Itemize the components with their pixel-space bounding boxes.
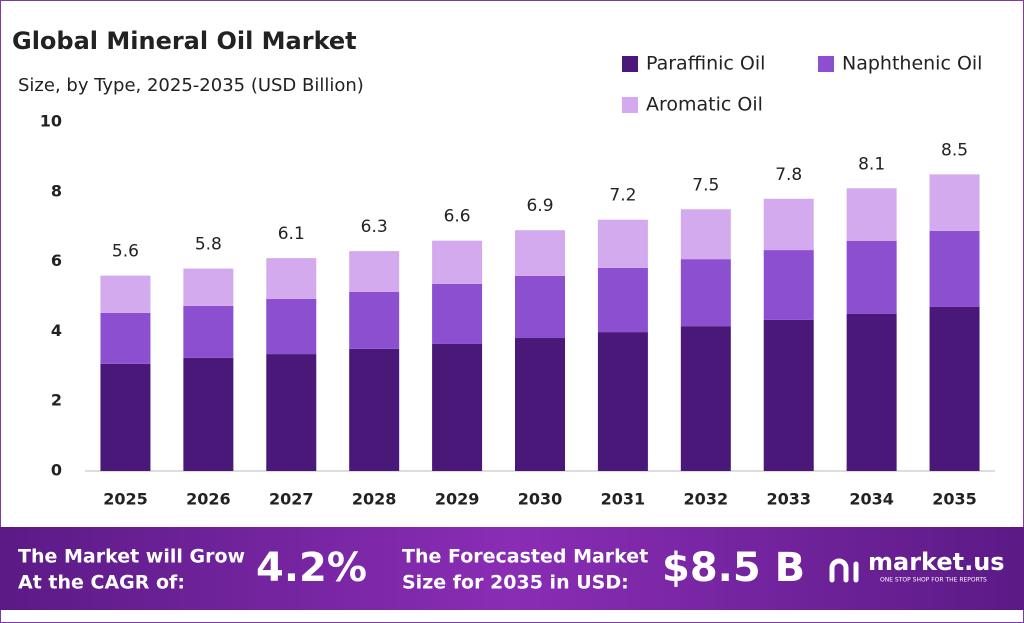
bar-segment xyxy=(183,268,234,306)
total-label: 7.5 xyxy=(692,175,719,195)
bar-segment xyxy=(515,338,565,471)
bar-segment xyxy=(349,291,400,349)
bar-segment xyxy=(266,258,317,299)
bar-segment xyxy=(349,251,400,292)
x-tick-label: 2027 xyxy=(269,490,314,509)
y-tick-label: 8 xyxy=(51,181,62,200)
bar-segment xyxy=(515,275,565,339)
chart-title: Global Mineral Oil Market xyxy=(12,27,357,55)
bar-segment xyxy=(183,357,234,471)
bar-segment xyxy=(597,219,648,268)
x-tick-label: 2025 xyxy=(103,490,148,509)
bar-segment xyxy=(100,312,151,364)
bar-segment xyxy=(846,188,897,242)
bar-segment xyxy=(100,363,151,471)
legend-label: Paraffinic Oil xyxy=(646,53,765,75)
bar-segment xyxy=(929,230,980,307)
brand-tagline: ONE STOP SHOP FOR THE REPORTS xyxy=(880,577,987,584)
total-label: 8.1 xyxy=(858,154,885,174)
legend-label: Aromatic Oil xyxy=(646,94,763,116)
cagr-text: The Market will Grow xyxy=(18,546,245,568)
bar-segment xyxy=(597,267,648,333)
x-tick-label: 2032 xyxy=(684,490,729,509)
forecast-text: Size for 2035 in USD: xyxy=(402,572,629,594)
total-label: 7.2 xyxy=(609,186,636,206)
bar-segment xyxy=(432,240,483,284)
total-label: 7.8 xyxy=(775,165,802,185)
y-tick-label: 6 xyxy=(51,251,62,270)
bar-segment xyxy=(266,354,317,471)
bar-segment xyxy=(432,283,483,344)
cagr-value: 4.2% xyxy=(256,545,367,591)
x-tick-label: 2035 xyxy=(932,490,977,509)
bar-segment xyxy=(846,313,897,471)
total-label: 6.3 xyxy=(361,217,388,237)
total-label: 8.5 xyxy=(941,140,968,160)
x-tick-label: 2034 xyxy=(849,490,894,509)
forecast-text: The Forecasted Market xyxy=(402,546,648,568)
brand: market.us xyxy=(868,548,1005,576)
bar-segment xyxy=(597,332,648,471)
bar-segment xyxy=(680,259,731,327)
bar-segment xyxy=(515,230,565,276)
total-label: 6.6 xyxy=(444,207,471,227)
chart-subtitle: Size, by Type, 2025-2035 (USD Billion) xyxy=(18,75,364,96)
x-tick-label: 2029 xyxy=(435,490,480,509)
x-tick-label: 2026 xyxy=(186,490,231,509)
y-tick-label: 2 xyxy=(51,391,62,410)
legend-swatch xyxy=(818,56,834,72)
bar-segment xyxy=(929,306,980,471)
bar-segment xyxy=(432,343,483,471)
cagr-text: At the CAGR of: xyxy=(18,572,185,594)
bar-segment xyxy=(846,241,897,314)
total-label: 5.8 xyxy=(195,235,222,255)
y-tick-label: 10 xyxy=(40,112,62,131)
x-tick-label: 2031 xyxy=(601,490,646,509)
total-label: 6.1 xyxy=(278,224,305,244)
x-tick-label: 2033 xyxy=(766,490,811,509)
total-label: 6.9 xyxy=(526,196,553,216)
legend-swatch xyxy=(622,97,638,113)
forecast-value: $8.5 B xyxy=(662,545,805,591)
x-tick-label: 2028 xyxy=(352,490,397,509)
bar-segment xyxy=(763,198,814,251)
brand-logo xyxy=(829,558,859,583)
legend-swatch xyxy=(622,56,638,72)
bar-segment xyxy=(266,298,317,355)
footer-band xyxy=(0,527,1024,610)
y-tick-label: 0 xyxy=(51,461,62,480)
bar-segment xyxy=(680,209,731,260)
bar-segment xyxy=(763,250,814,320)
x-tick-label: 2030 xyxy=(518,490,563,509)
bar-segment xyxy=(763,319,814,471)
bar-segment xyxy=(349,348,400,471)
bar-segment xyxy=(680,326,731,471)
total-label: 5.6 xyxy=(112,242,139,262)
bar-segment xyxy=(183,305,234,358)
legend-label: Naphthenic Oil xyxy=(842,53,982,75)
bar-segment xyxy=(929,174,980,231)
logo-shape xyxy=(829,558,849,583)
bar-segment xyxy=(100,275,151,313)
y-tick-label: 4 xyxy=(51,321,62,340)
